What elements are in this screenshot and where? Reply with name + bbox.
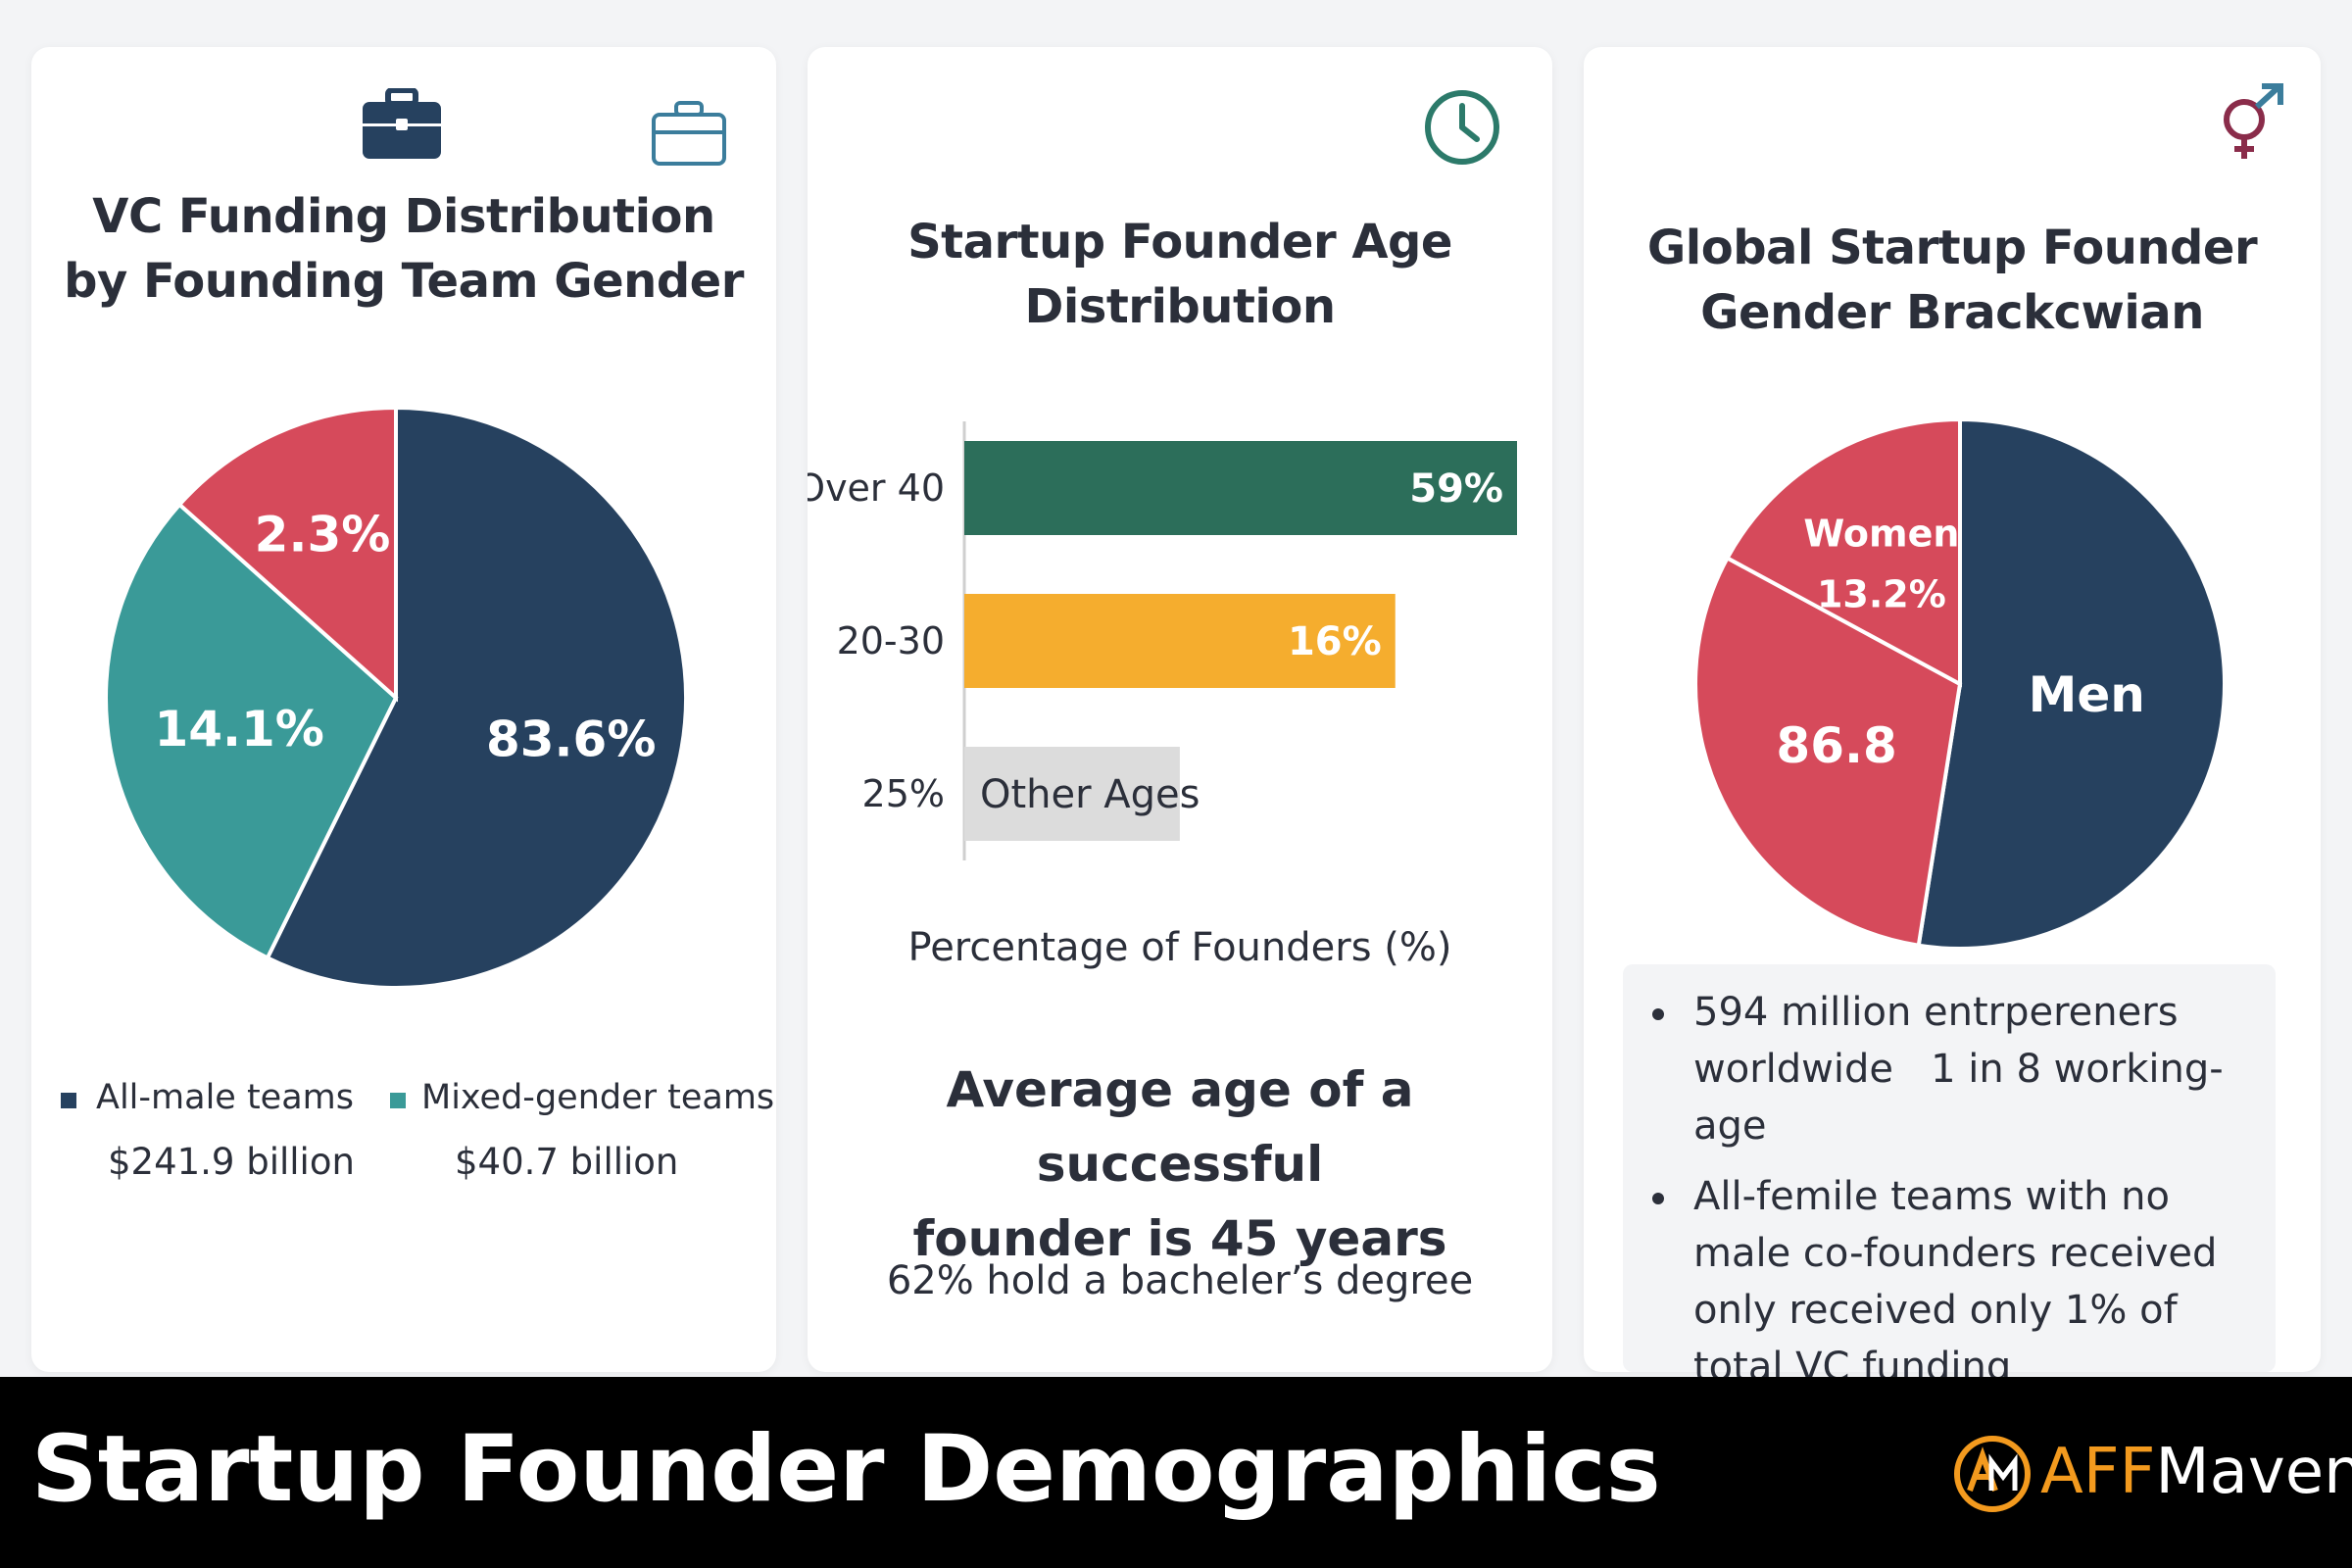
age-bar-value-label-2: Other Ages (980, 772, 1200, 817)
footer-banner: Startup Founder Demographics AFFMaven (0, 1377, 2352, 1568)
gender-title-line1: Global Startup Founder (1646, 220, 2258, 275)
gender-pie-chart: Men 86.8 Women 13.2% (1695, 416, 2227, 951)
gender-pie-label-1: 86.8 (1776, 717, 1896, 774)
age-bar-1 (964, 594, 1396, 688)
age-bar-0 (964, 441, 1517, 535)
gender-breakdown-panel: Global Startup Founder Gender Brackcwian… (1584, 47, 2321, 1390)
brand-name: AFFMaven (2040, 1436, 2352, 1508)
gender-pie-slice-0 (1916, 416, 2227, 951)
average-age-line1: Average age of a successful (946, 1061, 1414, 1193)
age-bar-value-label-1: 16% (1288, 619, 1382, 664)
gender-notes-box: 594 million entrpereners worldwide 1 in … (1623, 964, 2276, 1390)
age-category-label-1: 20-30 (837, 619, 945, 662)
vc-funding-panel: VC Funding Distribution by Founding Team… (31, 47, 776, 1372)
legend-swatch-teal (390, 1093, 406, 1108)
vc-pie-slice-1 (104, 502, 399, 961)
gender-pie-label-2-0: Women (1803, 512, 1959, 555)
age-chart-title: Startup Founder Age Distribution (808, 210, 1552, 339)
age-bar-2 (964, 747, 1180, 841)
footer-title: Startup Founder Demographics (31, 1416, 1661, 1523)
gender-symbol-icon (2224, 83, 2283, 159)
clock-icon (1425, 90, 1499, 165)
vc-pie-label-0: 83.6% (486, 711, 656, 768)
brand-logo[interactable]: AFFMaven (1952, 1428, 2352, 1516)
vc-title-line2: by Founding Team Gender (64, 254, 744, 309)
gender-chart-title: Global Startup Founder Gender Brackcwian (1584, 216, 2321, 345)
vc-pie-label-2: 2.3% (255, 507, 391, 564)
legend-label-all-male: All-male teams (96, 1078, 354, 1117)
age-category-label-2: 25% (862, 772, 945, 815)
age-category-label-0: Over 40 (808, 466, 945, 510)
age-x-axis-label: Percentage of Founders (%) (908, 925, 1452, 970)
bullet-all-female-funding: All-femile teams with no male co-founder… (1623, 1168, 2270, 1396)
bullet-entrepreneurs-worldwide: 594 million entrpereners worldwide 1 in … (1623, 984, 2270, 1154)
age-bar-chart: Over 40 59% 20-30 16% 25% Other Ages Percentag… (808, 421, 1517, 970)
age-title-line2: Distribution (1024, 279, 1336, 334)
vc-pie-slice-0 (265, 405, 688, 990)
legend-swatch-navy (61, 1093, 76, 1108)
vc-chart-title: VC Funding Distribution by Founding Team… (31, 184, 776, 314)
degree-footnote: 62% hold a bacheler’s degree (886, 1258, 1474, 1303)
legend-amount-all-male: $241.9 billion (108, 1141, 355, 1183)
age-distribution-panel: Startup Founder Age Distribution Over 40… (808, 47, 1552, 1372)
average-age-line2: founder is 45 years (912, 1210, 1447, 1267)
average-age-stat: Average age of a successful founder is 4… (808, 1053, 1552, 1276)
age-title-line1: Startup Founder Age (907, 215, 1452, 270)
age-bar-value-label-0: 59% (1409, 466, 1503, 512)
legend-label-mixed-gender: Mixed-gender teams (421, 1078, 775, 1117)
briefcase-solid-icon (363, 88, 441, 159)
gender-pie-label-0: Men (2029, 666, 2145, 723)
affmaven-logo-icon (1954, 1436, 2031, 1512)
gender-bullet-list: 594 million entrpereners worldwide 1 in … (1623, 984, 2270, 1409)
vc-pie-chart: 83.6% 14.1% 2.3% (104, 405, 688, 990)
briefcase-outline-icon (652, 101, 726, 166)
gender-pie-slice-1 (1695, 555, 1963, 948)
vc-pie-slice-2 (176, 405, 398, 703)
gender-title-line2: Gender Brackcwian (1700, 285, 2204, 340)
gender-pie-label-2-1: 13.2% (1817, 572, 1946, 615)
legend-amount-mixed-gender: $40.7 billion (455, 1141, 679, 1183)
vc-pie-label-1: 14.1% (154, 701, 323, 758)
brand-prefix: AFF (2040, 1436, 2156, 1508)
vc-title-line1: VC Funding Distribution (92, 189, 715, 244)
gender-pie-slice-2 (1724, 416, 1962, 688)
brand-suffix: Maven (2155, 1436, 2352, 1508)
